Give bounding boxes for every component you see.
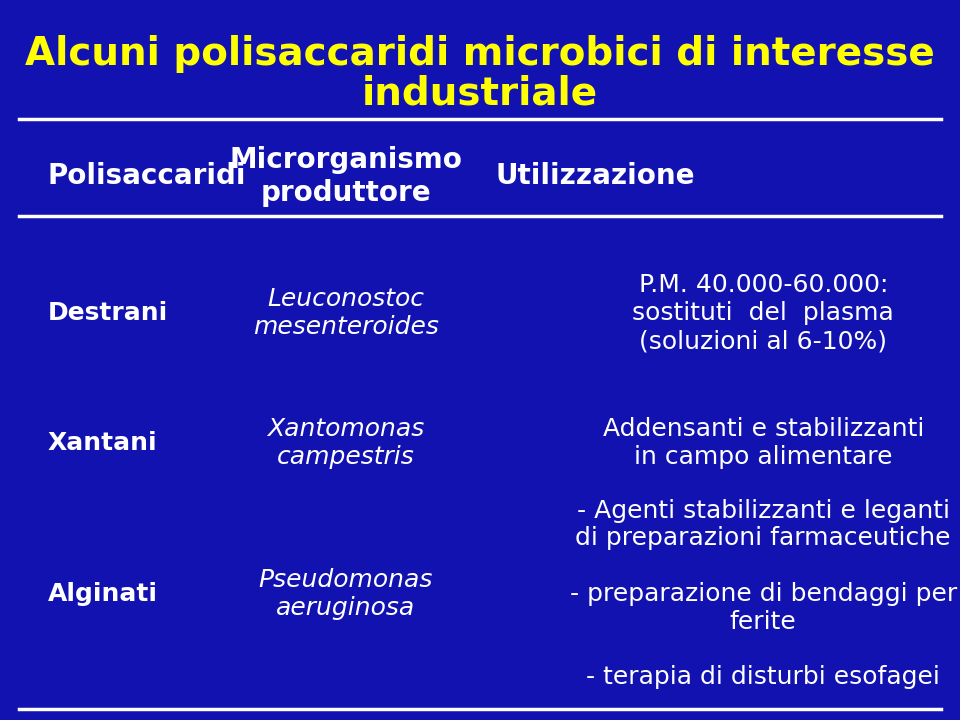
Text: Alcuni polisaccaridi microbici di interesse: Alcuni polisaccaridi microbici di intere…: [25, 35, 935, 73]
Text: Utilizzazione: Utilizzazione: [495, 163, 695, 190]
Text: Xantani: Xantani: [48, 431, 157, 455]
Text: Xantomonas
campestris: Xantomonas campestris: [267, 417, 424, 469]
Text: Polisaccaridi: Polisaccaridi: [48, 163, 247, 190]
Text: - Agenti stabilizzanti e leganti
di preparazioni farmaceutiche

- preparazione d: - Agenti stabilizzanti e leganti di prep…: [569, 498, 957, 690]
Text: Microrganismo
produttore: Microrganismo produttore: [229, 146, 462, 207]
Text: Destrani: Destrani: [48, 301, 168, 325]
Text: Alginati: Alginati: [48, 582, 158, 606]
Text: Addensanti e stabilizzanti
in campo alimentare: Addensanti e stabilizzanti in campo alim…: [603, 417, 924, 469]
Text: industriale: industriale: [362, 75, 598, 112]
Text: Pseudomonas
aeruginosa: Pseudomonas aeruginosa: [258, 568, 433, 620]
Text: Leuconostoc
mesenteroides: Leuconostoc mesenteroides: [252, 287, 439, 339]
Text: P.M. 40.000-60.000:
sostituti  del  plasma
(soluzioni al 6-10%): P.M. 40.000-60.000: sostituti del plasma…: [633, 274, 894, 353]
